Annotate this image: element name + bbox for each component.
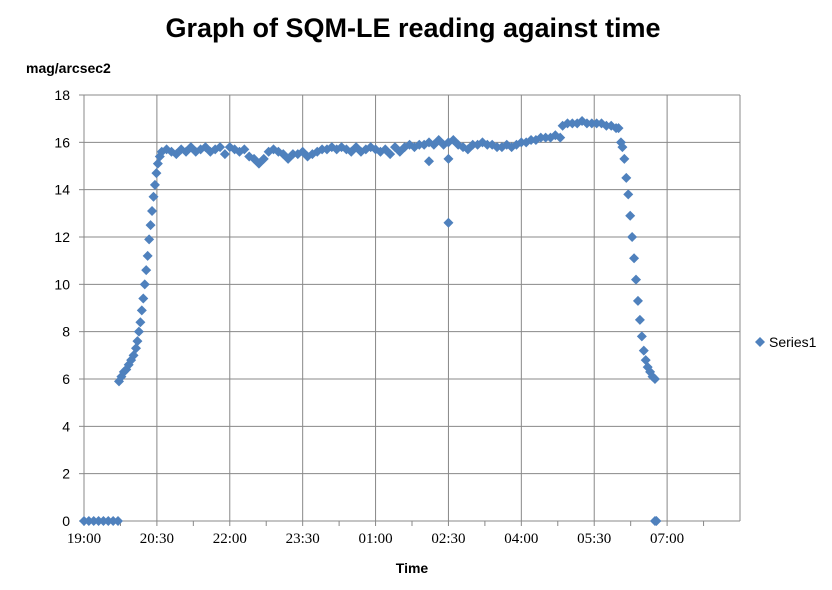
data-point — [631, 274, 642, 285]
data-point — [613, 123, 624, 134]
x-tick-label: 22:00 — [213, 531, 247, 547]
data-point — [152, 158, 163, 169]
data-point — [649, 374, 660, 384]
y-tick-labels: 0 2 4 6 8 10 12 14 16 18 — [54, 87, 70, 529]
x-tick-label: 04:00 — [504, 531, 538, 547]
y-tick-label: 12 — [54, 229, 70, 245]
data-point — [145, 220, 156, 231]
y-tick-label: 14 — [54, 182, 70, 198]
x-axis-title: Time — [396, 560, 429, 576]
series-points — [79, 116, 662, 526]
data-point — [443, 217, 454, 228]
chart-title: Graph of SQM-LE reading against time — [165, 13, 660, 43]
y-tick-label: 18 — [54, 87, 70, 103]
data-point — [133, 326, 144, 337]
legend: Series1 — [755, 334, 817, 350]
x-tick-label: 05:30 — [577, 531, 611, 547]
gridlines — [84, 94, 741, 521]
data-point — [239, 144, 250, 155]
x-tick-label: 23:30 — [286, 531, 320, 547]
y-tick-label: 4 — [62, 418, 70, 434]
data-point — [142, 250, 153, 261]
x-tick-label: 07:00 — [650, 531, 684, 547]
data-point — [139, 279, 150, 290]
data-point — [640, 355, 651, 366]
legend-marker-diamond — [755, 337, 765, 347]
data-point — [385, 149, 396, 160]
y-tick-label: 0 — [62, 513, 70, 529]
data-point — [623, 189, 634, 200]
x-tick-label: 19:00 — [67, 531, 101, 547]
data-point — [627, 232, 638, 242]
data-point — [113, 516, 124, 526]
data-point — [621, 172, 632, 183]
data-point — [424, 156, 435, 167]
y-tick-label: 6 — [62, 371, 70, 387]
data-point — [651, 516, 662, 526]
data-point — [636, 331, 647, 342]
data-point — [135, 317, 146, 328]
data-point — [634, 314, 645, 325]
data-point — [219, 149, 230, 160]
data-point — [629, 253, 640, 264]
x-tick-labels: 19:00 20:30 22:00 23:30 01:00 02:30 04:00 05:30… — [67, 531, 684, 547]
data-point — [625, 210, 636, 221]
y-tick-label: 16 — [54, 134, 70, 150]
data-point — [638, 345, 649, 356]
data-point — [555, 132, 566, 143]
y-tick-label: 8 — [62, 324, 70, 340]
data-point — [258, 153, 269, 164]
data-point — [149, 179, 160, 190]
x-tick-label: 01:00 — [358, 531, 392, 547]
data-point — [632, 295, 643, 306]
axes — [79, 94, 740, 526]
y-axis-title: mag/arcsec2 — [26, 60, 111, 76]
legend-label: Series1 — [769, 334, 817, 350]
data-point — [619, 153, 630, 164]
data-point — [148, 191, 159, 202]
data-point — [141, 265, 152, 276]
x-tick-label: 20:30 — [140, 531, 174, 547]
data-point — [144, 234, 155, 245]
data-point — [443, 153, 454, 164]
y-tick-label: 2 — [62, 466, 70, 482]
data-point — [215, 142, 226, 153]
data-point — [136, 305, 147, 316]
data-point — [130, 343, 141, 354]
data-point — [147, 205, 158, 216]
data-point — [138, 293, 149, 304]
data-point — [151, 168, 162, 179]
data-point — [617, 142, 628, 153]
y-tick-label: 10 — [54, 276, 70, 292]
x-tick-label: 02:30 — [431, 531, 465, 547]
data-point — [132, 336, 143, 347]
